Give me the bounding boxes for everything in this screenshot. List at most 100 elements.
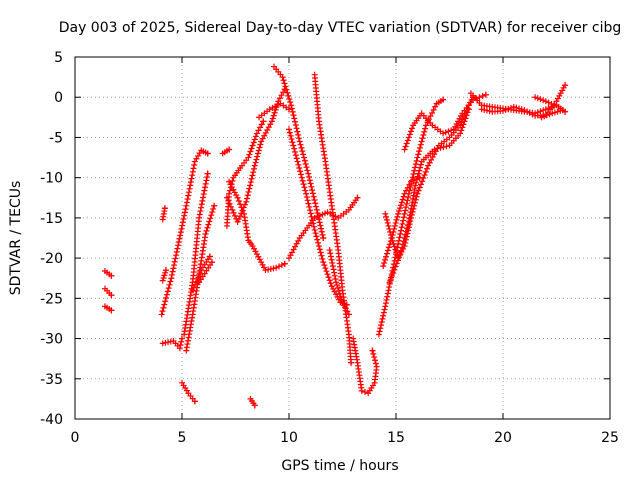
data-point-marker	[278, 92, 285, 99]
data-point-marker	[331, 269, 338, 276]
data-point-marker	[384, 293, 391, 300]
data-point-marker	[251, 136, 258, 143]
data-point-marker	[412, 196, 419, 203]
data-point-marker	[429, 109, 436, 116]
data-point-marker	[413, 193, 420, 200]
data-point-marker	[327, 253, 334, 260]
data-point-marker	[288, 102, 295, 109]
data-point-marker	[187, 178, 194, 185]
data-track	[159, 205, 168, 223]
data-point-marker	[162, 298, 169, 305]
data-point-marker	[409, 174, 416, 181]
data-point-marker	[337, 293, 344, 300]
data-point-marker	[546, 111, 553, 118]
data-point-marker	[516, 105, 523, 112]
data-point-marker	[320, 259, 327, 266]
data-point-marker	[461, 118, 468, 125]
data-point-marker	[399, 220, 406, 227]
data-point-marker	[306, 177, 313, 184]
data-point-marker	[173, 252, 180, 259]
data-point-marker	[387, 276, 394, 283]
data-point-marker	[403, 228, 410, 235]
data-point-marker	[186, 185, 193, 192]
data-point-marker	[192, 281, 199, 288]
data-point-marker	[164, 288, 171, 295]
y-tick-label: -30	[40, 332, 63, 348]
data-point-marker	[283, 86, 290, 93]
data-point-marker	[397, 251, 404, 258]
data-point-marker	[256, 144, 263, 151]
data-point-marker	[391, 266, 398, 273]
data-point-marker	[170, 265, 177, 272]
data-point-marker	[483, 107, 490, 114]
data-point-marker	[417, 141, 424, 148]
data-point-marker	[290, 142, 297, 149]
data-point-marker	[245, 154, 252, 161]
data-point-marker	[184, 196, 191, 203]
data-point-marker	[270, 112, 277, 119]
data-point-marker	[162, 269, 169, 276]
data-point-marker	[378, 322, 385, 329]
data-point-marker	[322, 265, 329, 272]
data-point-marker	[249, 172, 256, 179]
data-point-marker	[382, 303, 389, 310]
data-point-marker	[293, 125, 300, 132]
data-point-marker	[326, 247, 333, 254]
data-point-marker	[203, 177, 210, 184]
data-point-marker	[478, 106, 485, 113]
data-track	[226, 178, 288, 274]
data-point-marker	[276, 95, 283, 102]
data-point-marker	[303, 190, 310, 197]
x-tick-label: 10	[280, 430, 298, 446]
plot-frame	[74, 56, 611, 420]
data-point-marker	[189, 287, 196, 294]
data-point-marker	[409, 125, 416, 132]
data-point-marker	[385, 222, 392, 229]
data-point-marker	[190, 165, 197, 172]
data-point-marker	[404, 225, 411, 232]
data-track	[189, 253, 213, 294]
data-point-marker	[248, 175, 255, 182]
data-point-marker	[422, 125, 429, 132]
data-point-marker	[396, 205, 403, 212]
data-point-marker	[373, 363, 380, 370]
data-point-marker	[401, 235, 408, 241]
data-point-marker	[551, 109, 558, 116]
data-point-marker	[267, 265, 274, 272]
y-tick-label: -40	[40, 412, 63, 428]
data-point-marker	[303, 164, 310, 171]
data-point-marker	[208, 259, 215, 266]
data-point-marker	[396, 207, 403, 214]
data-point-marker	[211, 202, 218, 209]
data-point-marker	[304, 167, 311, 174]
data-point-marker	[400, 193, 407, 200]
data-point-marker	[245, 188, 252, 195]
data-point-marker	[300, 151, 307, 158]
data-point-marker	[247, 182, 254, 189]
data-point-marker	[234, 194, 241, 201]
data-point-marker	[387, 228, 394, 235]
data-point-marker	[415, 170, 422, 177]
data-point-marker	[298, 174, 305, 181]
data-point-marker	[196, 214, 203, 221]
data-point-marker	[383, 216, 390, 223]
data-point-marker	[160, 304, 167, 311]
data-point-marker	[209, 209, 216, 216]
data-point-marker	[383, 213, 390, 220]
data-point-marker	[250, 139, 257, 146]
data-point-marker	[402, 143, 409, 150]
data-point-marker	[557, 107, 564, 114]
data-series	[101, 63, 569, 409]
data-point-marker	[319, 231, 326, 238]
data-point-marker	[299, 177, 306, 184]
data-point-marker	[307, 207, 314, 214]
data-point-marker	[330, 266, 337, 273]
data-point-marker	[167, 338, 174, 345]
data-point-marker	[460, 121, 467, 128]
data-point-marker	[293, 155, 300, 162]
data-point-marker	[464, 109, 471, 116]
data-point-marker	[371, 354, 378, 361]
data-point-marker	[377, 325, 384, 332]
data-track	[101, 267, 115, 279]
data-point-marker	[297, 141, 304, 148]
